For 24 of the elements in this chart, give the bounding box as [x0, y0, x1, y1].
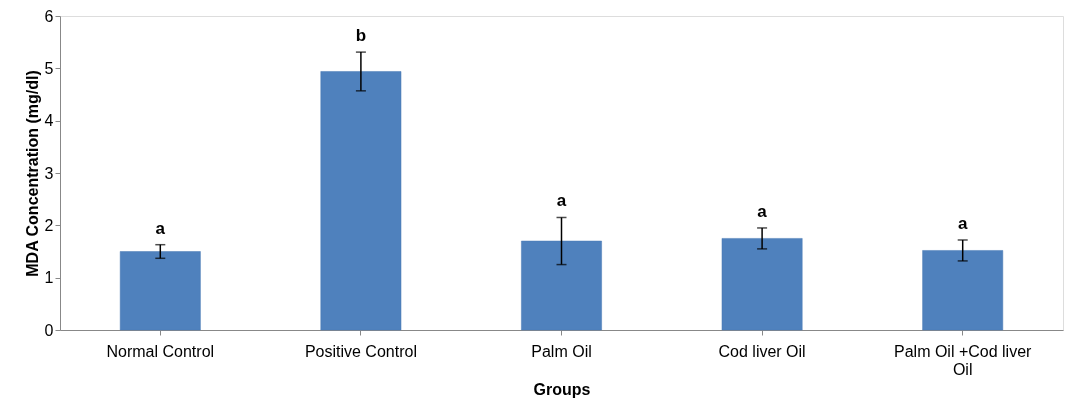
y-axis-title: MDA Concentration (mg/dl)	[23, 70, 41, 277]
y-tick-label: 1	[44, 269, 54, 287]
y-tick-label: 2	[44, 216, 54, 234]
y-tick-label: 5	[44, 59, 54, 77]
x-tick-label: Positive Control	[304, 342, 417, 360]
x-tick-label: Cod liver Oil	[718, 342, 806, 360]
bar	[521, 240, 602, 331]
bar	[721, 238, 803, 331]
bar	[922, 250, 1004, 331]
x-tick-label: Palm Oil	[531, 342, 592, 360]
bar	[119, 251, 201, 331]
bar	[320, 71, 402, 331]
x-axis-title: Groups	[533, 380, 591, 398]
annotation: b	[355, 26, 367, 46]
y-tick-label: 0	[44, 321, 54, 339]
annotation: a	[757, 201, 768, 221]
x-tick-label: Normal Control	[106, 342, 215, 360]
annotation: a	[155, 218, 166, 238]
annotation: a	[957, 213, 968, 233]
y-tick-label: 3	[44, 164, 54, 182]
annotation: a	[556, 191, 567, 211]
x-tick-label: Palm Oil +Cod liver Oil	[894, 342, 1033, 378]
y-tick-label: 4	[44, 112, 54, 130]
y-tick-label: 6	[44, 7, 54, 25]
